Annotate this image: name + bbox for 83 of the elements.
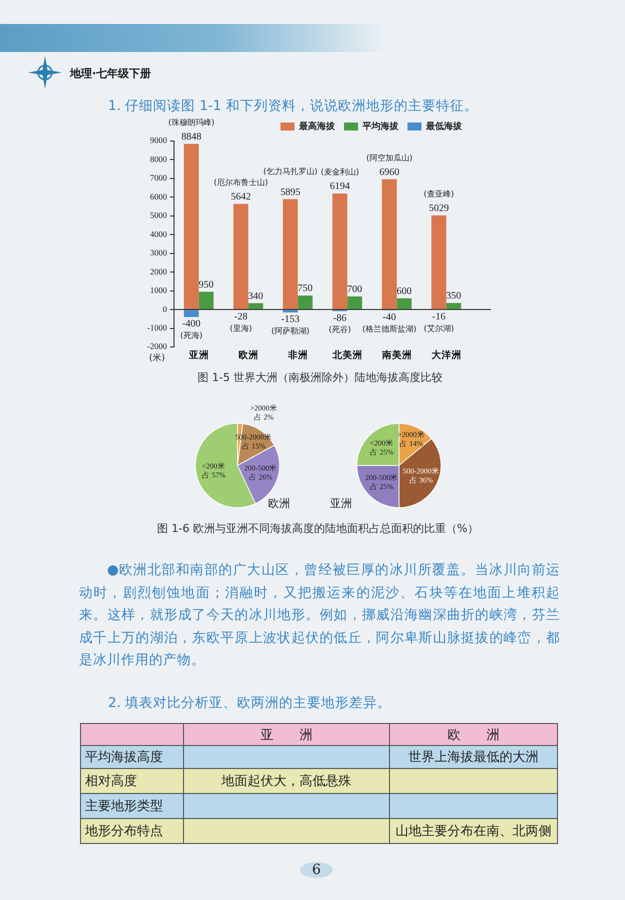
category-label: 主要地形类型 [85, 799, 163, 814]
y-tick-label: 8000 [150, 154, 167, 164]
text: 6 [300, 862, 333, 878]
data-label: 600 [396, 286, 412, 297]
x-tick-label: 非洲 [286, 349, 308, 362]
annotation: (格兰德斯盐湖) [362, 324, 416, 334]
data-label: 8848 [181, 131, 202, 142]
x-tick-label: 亚洲 [188, 349, 209, 362]
caption: 图 1-6 欧洲与亚洲不同海拔高度的陆地面积占总面积的比重（%） [157, 521, 478, 536]
data-label: 750 [298, 283, 313, 294]
data-label: -400 [182, 318, 200, 330]
bar [248, 303, 264, 310]
text: 2. 填表对比分析亚、欧两洲的主要地形差异。 [108, 694, 392, 712]
text: 欧洲 [268, 496, 290, 511]
y-tick-label: 1000 [150, 285, 167, 296]
data-label: 6960 [379, 166, 400, 178]
y-tick-label: 9000 [150, 135, 167, 146]
bar [233, 204, 248, 310]
legend-label: 最高海拔 [298, 120, 336, 132]
x-tick-label: 南美洲 [380, 349, 412, 362]
x-tick-label: 北美洲 [331, 349, 362, 362]
text: ●欧洲北部和南部的广大山区，曾经被巨厚的冰川所覆盖。当冰川向前运动时，剧烈刨蚀地面；消融时，又把搬运来的泥沙、石块等在地面上堆积起来。这样，就形成了今天的冰川地形。例如，挪威沿海幽深曲折的峡湾，芬兰成千上万的湖泊，东欧平原上波状起伏的低丘，阿尔卑斯山脉挺拔的峰峦，都是冰川作用的产物。 [79, 561, 560, 670]
category-label: 欧洲 [448, 728, 526, 742]
annotation: (死谷) [328, 325, 351, 334]
text: 世界上海拔最低的大洲 [408, 750, 538, 765]
data-label: 6194 [330, 181, 350, 192]
bar [332, 194, 348, 310]
annotation: (厄尔布鲁士山) [214, 178, 268, 187]
data-label: -153 [281, 314, 300, 326]
y-tick-label: 2000 [150, 266, 167, 276]
annotation: (死海) [180, 331, 202, 340]
text: 山地主要分布在南、北两侧 [396, 824, 552, 839]
y-tick-label: 3000 [150, 248, 167, 258]
annotation: (阿空加瓜山) [366, 153, 412, 162]
annotation: (查亚峰) [424, 189, 454, 198]
category-label: 相对高度 [85, 774, 137, 789]
legend-label: 平均海拔 [362, 120, 400, 132]
annotation: (艾尔湖) [424, 324, 454, 333]
x-tick-label: 大洋洲 [430, 349, 462, 362]
y-tick-label: 5000 [150, 210, 167, 220]
bar [382, 179, 397, 310]
y-tick-label: 6000 [150, 191, 167, 202]
y-tick-label: 4000 [150, 228, 167, 239]
data-label: 5895 [280, 186, 300, 198]
annotation: (乞力马扎罗山) [263, 167, 318, 176]
bar [198, 292, 214, 310]
bar [184, 310, 199, 318]
data-label: -16 [432, 311, 446, 322]
text: 亚洲 [330, 496, 352, 511]
data-label: 340 [248, 290, 264, 302]
category-label: 平均海拔高度 [85, 750, 163, 765]
y-tick-label: -2000 [147, 341, 167, 352]
y-tick-label: -1000 [147, 322, 167, 333]
text: 1. 仔细阅读图 1-1 和下列资料，说说欧洲地形的主要特征。 [108, 97, 478, 115]
data-label: 5029 [428, 202, 449, 214]
data-label: 5642 [230, 192, 251, 203]
bar [298, 296, 313, 310]
data-label: 700 [347, 284, 362, 296]
annotation: (麦金利山) [320, 168, 359, 177]
data-label: -28 [234, 312, 248, 323]
bar [282, 199, 298, 310]
bar [431, 215, 446, 310]
text: 地面起伏大，高低悬殊 [222, 774, 352, 789]
annotation: (里海) [230, 324, 252, 334]
bar [347, 296, 362, 310]
bar [184, 144, 199, 310]
bar [446, 302, 462, 310]
category-label: 亚洲 [260, 728, 338, 742]
bar [396, 298, 412, 310]
data-label: -40 [382, 312, 396, 323]
text: 图 1-5 世界大洲（南极洲除外）陆地海拔高度比较 [196, 370, 444, 385]
annotation: (阿萨勒湖) [271, 326, 310, 336]
legend-label: 最低海拔 [425, 120, 463, 132]
data-label: 350 [446, 290, 462, 302]
data-label: -86 [333, 312, 346, 324]
data-label: 950 [198, 279, 214, 290]
annotation: (珠穆朗玛峰) [168, 118, 214, 127]
x-tick-label: 欧洲 [238, 349, 258, 362]
y-tick-label: 7000 [150, 172, 167, 183]
y-axis-title: (米) [148, 352, 166, 364]
category-label: 地形分布特点 [85, 824, 163, 839]
y-tick-label: 0 [162, 304, 167, 314]
text: 地理·七年级下册 [70, 66, 152, 81]
